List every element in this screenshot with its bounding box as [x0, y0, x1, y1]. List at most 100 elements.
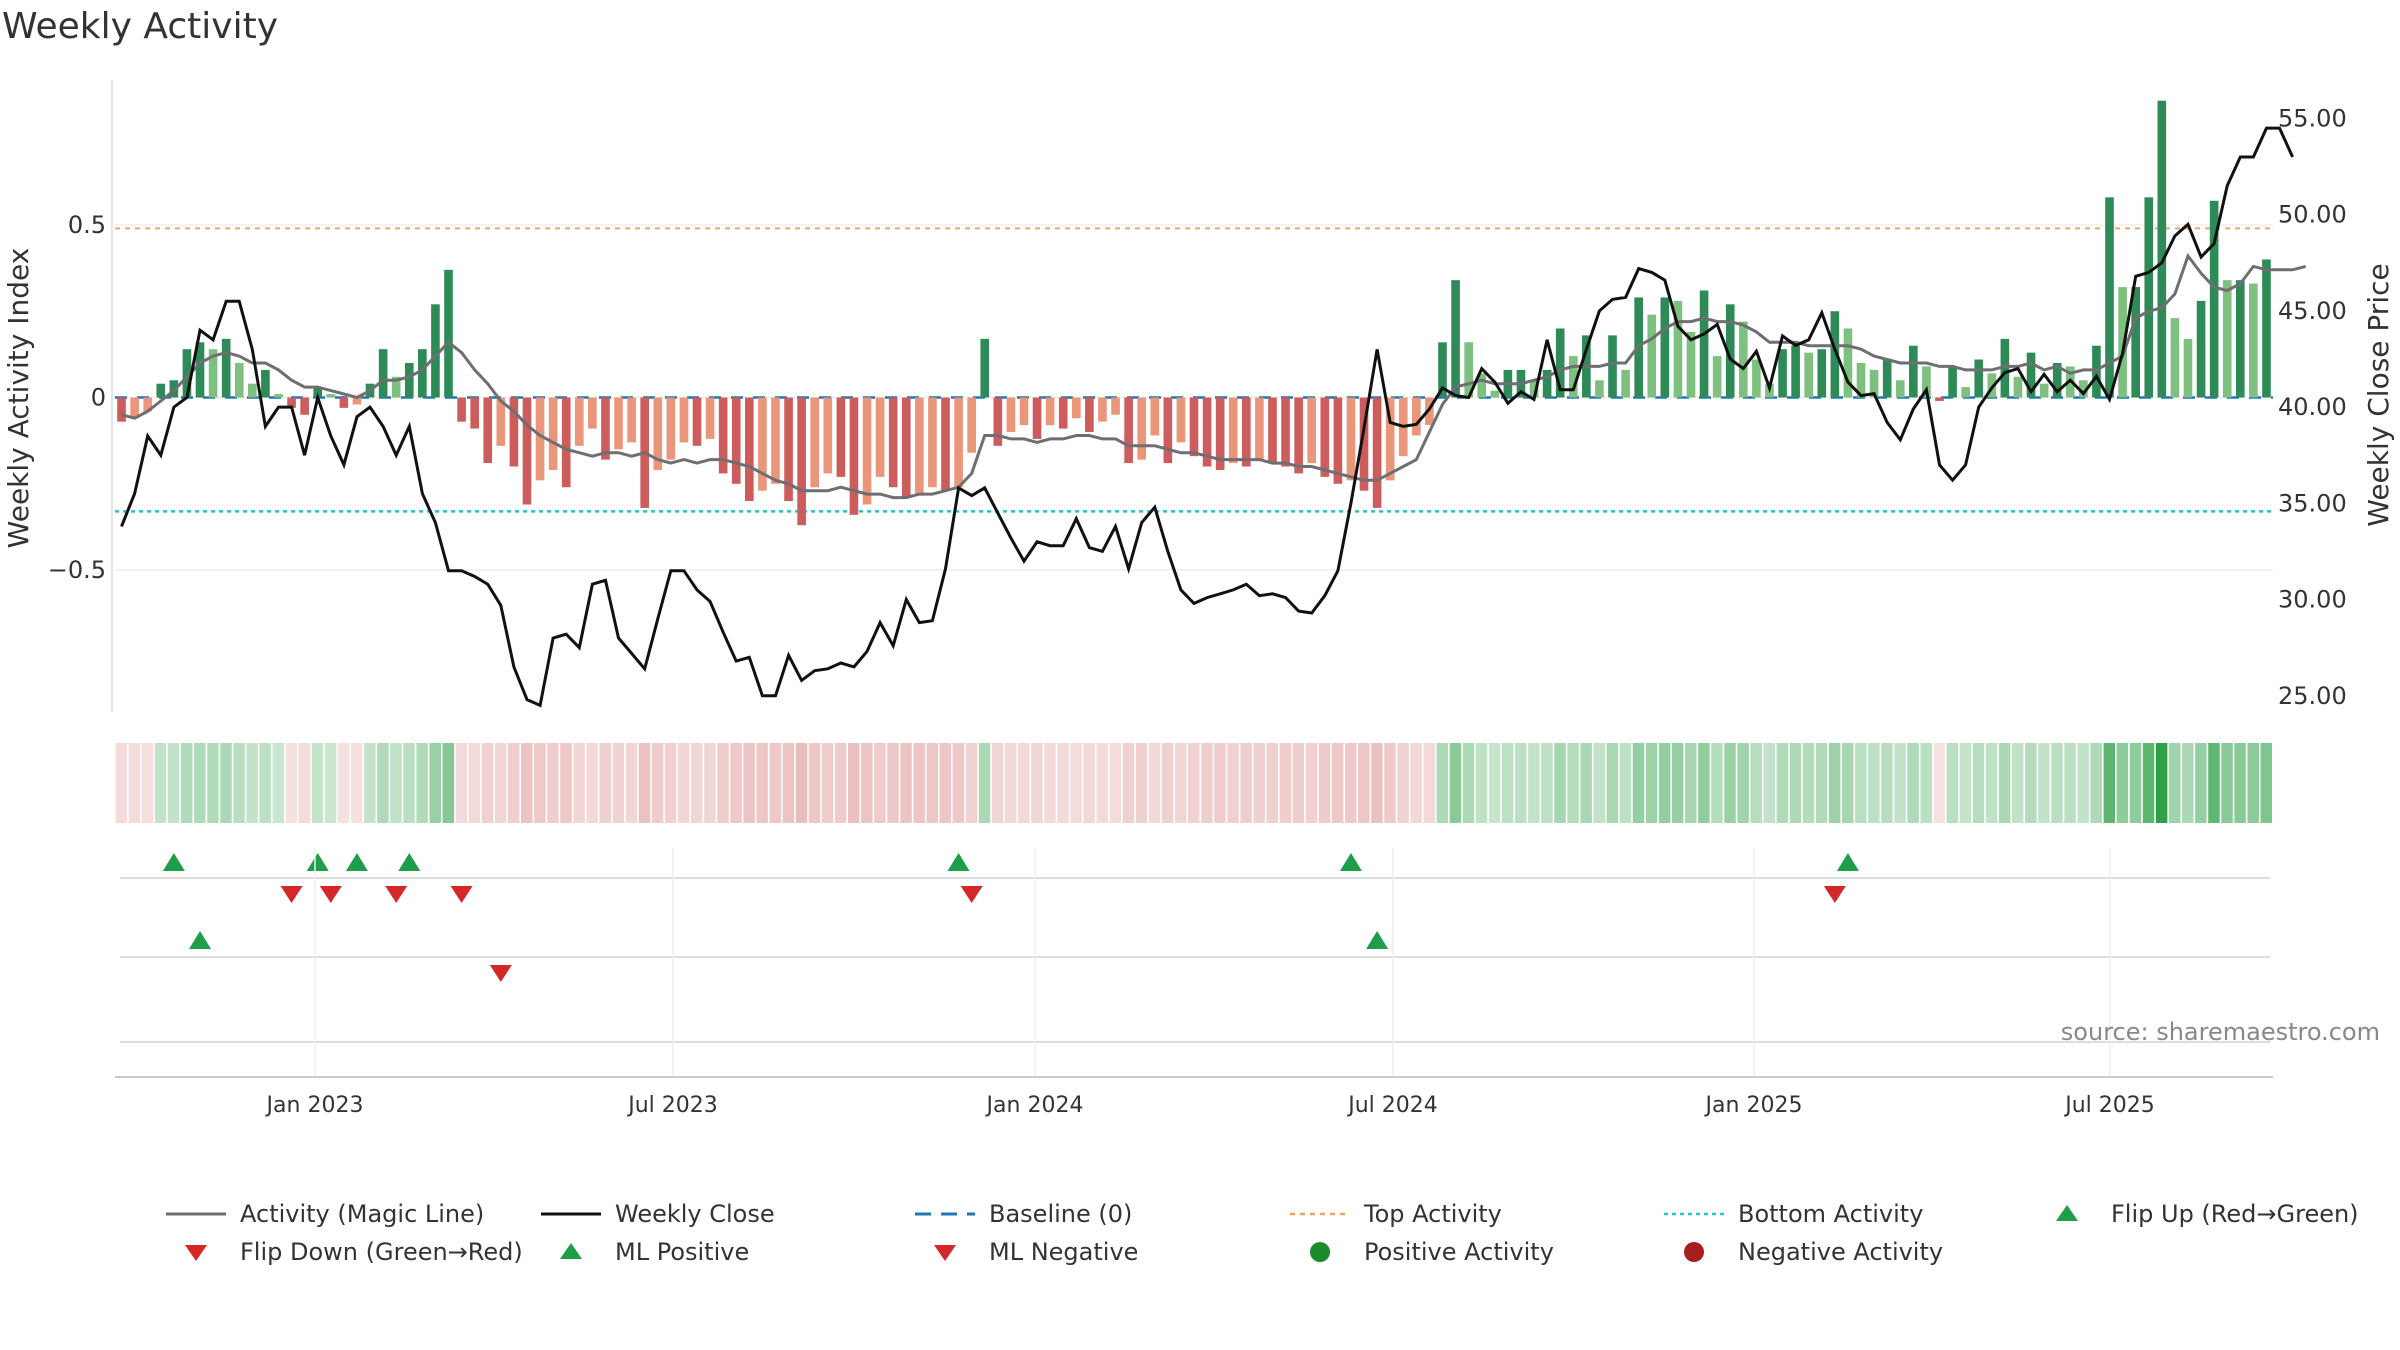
activity-bar	[1817, 349, 1827, 398]
activity-bar	[1738, 321, 1748, 398]
activity-bar	[1529, 380, 1539, 398]
strip-cell	[2247, 743, 2259, 823]
strip-cell	[952, 743, 965, 823]
strip-cell	[1855, 743, 1867, 823]
legend-negact-icon	[1664, 1241, 1738, 1263]
strip-cell	[717, 743, 729, 823]
flip-up-marker	[398, 853, 421, 871]
activity-bar	[954, 397, 963, 488]
activity-bar	[1268, 397, 1277, 464]
strip-cell	[1227, 743, 1239, 823]
legend-posact-icon	[1290, 1241, 1364, 1263]
strip-cell	[2155, 743, 2168, 823]
activity-bar	[1150, 397, 1160, 436]
flip-up-marker	[947, 853, 970, 871]
strip-cell	[2116, 743, 2129, 823]
activity-bar	[1189, 397, 1199, 457]
legend-label: Activity (Magic Line)	[240, 1200, 485, 1228]
flip-down-marker	[960, 886, 983, 903]
activity-bar	[679, 397, 689, 443]
activity-bar	[300, 397, 309, 415]
strip-cell	[1253, 743, 1265, 823]
strip-cell	[1645, 743, 1658, 823]
strip-cell	[1632, 743, 1645, 823]
strip-cell	[1658, 743, 1671, 823]
strip-cell	[1070, 743, 1082, 823]
strip-cell	[1920, 743, 1932, 823]
activity-bar	[731, 397, 741, 484]
strip-cell	[939, 743, 952, 823]
activity-bar	[444, 269, 453, 398]
x-tick-label: Jul 2024	[1346, 1093, 1438, 1118]
activity-bar	[1425, 397, 1434, 426]
activity-bar	[692, 397, 702, 446]
strip-cell	[834, 743, 847, 823]
activity-bar	[1856, 362, 1866, 398]
activity-bar	[404, 362, 414, 398]
strip-cell	[154, 743, 167, 823]
right-tick-label: 25.00	[2278, 682, 2347, 710]
activity-bar	[1752, 359, 1761, 398]
left-tick-label: −0.5	[48, 556, 106, 584]
legend-item-posact: Positive Activity	[1290, 1238, 1554, 1266]
activity-bar	[522, 397, 532, 505]
activity-bar	[182, 349, 192, 398]
strip-cell	[272, 743, 285, 823]
activity-bar	[1085, 397, 1094, 433]
strip-cell	[481, 743, 494, 823]
activity-bar	[1621, 369, 1630, 398]
right-tick-label: 55.00	[2278, 104, 2347, 132]
strip-cell	[1711, 743, 1723, 823]
strip-cell	[1959, 743, 1972, 823]
strip-cell	[1109, 743, 1122, 823]
source-label: source: sharemaestro.com	[2061, 1018, 2380, 1046]
strip-cell	[2064, 743, 2076, 823]
strip-cell	[285, 743, 298, 823]
activity-bar	[1895, 380, 1905, 398]
strip-cell	[1096, 743, 1108, 823]
x-tick-label: Jul 2023	[626, 1093, 718, 1118]
activity-bar	[574, 397, 584, 446]
activity-bar	[221, 338, 231, 398]
strip-cell	[887, 743, 899, 823]
activity-bar	[1464, 342, 1473, 398]
strip-cell	[769, 743, 782, 823]
left-tick-label: 0.5	[68, 211, 106, 239]
activity-bar	[234, 362, 244, 398]
strip-cell	[403, 743, 415, 823]
strip-cell	[1397, 743, 1409, 823]
strip-cell	[782, 743, 795, 823]
strip-cell	[429, 743, 441, 823]
strip-cell	[207, 743, 219, 823]
activity-bar	[287, 397, 296, 408]
legend-close-icon	[541, 1204, 615, 1224]
strip-cell	[691, 743, 703, 823]
strip-cell	[1331, 743, 1344, 823]
strip-cell	[677, 743, 690, 823]
activity-bar	[653, 397, 663, 470]
legend-flipup-icon	[2037, 1203, 2111, 1225]
activity-bar	[888, 397, 898, 488]
strip-cell	[442, 743, 455, 823]
strip-cell	[324, 743, 337, 823]
strip-cell	[1436, 743, 1449, 823]
strip-cell	[1201, 743, 1213, 823]
activity-bar	[1869, 369, 1879, 398]
strip-cell	[1449, 743, 1462, 823]
strip-cell	[1907, 743, 1919, 823]
legend-magic-icon	[166, 1204, 240, 1224]
strip-cell	[2182, 743, 2194, 823]
activity-bar	[849, 397, 859, 515]
activity-bar	[1961, 387, 1970, 398]
flip-down-marker	[319, 886, 342, 903]
strip-cell	[2221, 743, 2233, 823]
flip-down-marker	[1823, 886, 1846, 903]
activity-bar	[1595, 380, 1604, 398]
activity-bar	[614, 397, 623, 450]
activity-bar	[745, 397, 754, 502]
strip-cell	[1488, 743, 1501, 823]
activity-bar	[2105, 197, 2114, 398]
activity-bar	[862, 397, 872, 505]
strip-cell	[351, 743, 363, 823]
strip-cell	[1554, 743, 1566, 823]
